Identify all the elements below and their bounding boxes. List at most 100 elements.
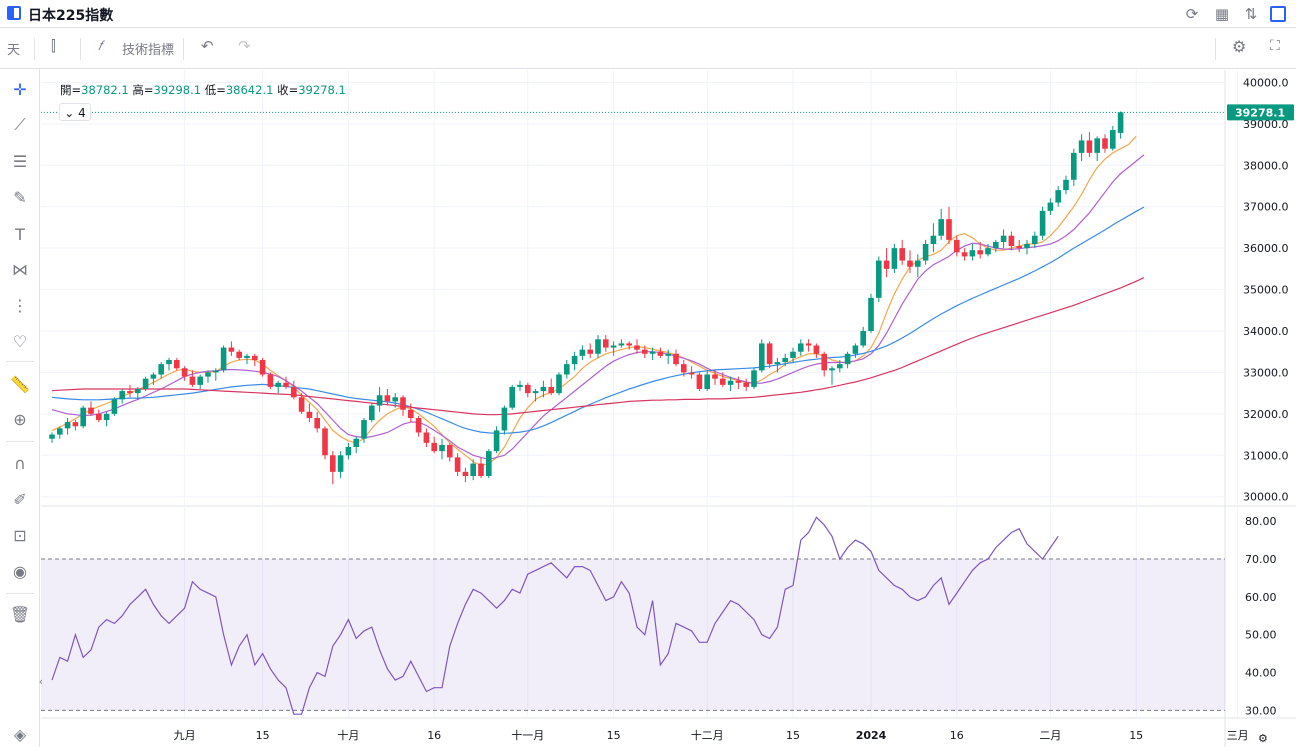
candle [174, 357, 180, 371]
last-price-marker: 39278.1 [41, 104, 1294, 121]
candle [330, 451, 336, 485]
price-tick-label: 32000.0 [1243, 408, 1289, 421]
indicator-toggle[interactable]: ⌄ 4 [59, 103, 91, 121]
moving-average-line [51, 277, 1145, 416]
candle [1047, 198, 1054, 215]
candle [618, 339, 625, 348]
layers-icon[interactable]: ◈ [13, 725, 27, 744]
candle [930, 223, 937, 253]
candle-body [314, 418, 320, 429]
candle [517, 380, 523, 392]
open-label: 開= [60, 83, 82, 97]
candle [345, 442, 352, 460]
time-tick-label: 十二月 [691, 728, 724, 742]
candle [665, 349, 671, 365]
candle-body [267, 374, 274, 387]
prediction-icon[interactable]: ⋮ [12, 296, 28, 315]
candle-body [119, 391, 125, 400]
indicators-button[interactable]: 技術指標 [122, 43, 175, 58]
candle-body [540, 386, 547, 392]
toolbar-divider [34, 38, 35, 60]
pattern-icon[interactable]: ⋈ [12, 260, 28, 279]
settings-icon[interactable]: ⚙ [1232, 37, 1247, 56]
candle-body [634, 345, 640, 350]
favorite-icon[interactable]: ♡ [12, 332, 28, 351]
candle-body [306, 411, 313, 418]
rsi-tick-label: 40.00 [1245, 667, 1277, 680]
candle [189, 370, 196, 387]
candle-body [252, 355, 258, 360]
candle [158, 362, 164, 379]
time-tick-label: 十月 [337, 728, 359, 742]
candle [119, 389, 125, 404]
candle-body [1094, 138, 1100, 153]
rsi-series [51, 516, 1059, 715]
lock-icon[interactable]: ⊡ [13, 526, 27, 545]
layout-grid-icon[interactable]: ▦ [1214, 5, 1230, 23]
drawing-toolbar: ✛ ⟋ ☰ ✎ T ⋈ ⋮ ♡ 📏 ⊕ ∩ ✐ ⊡ ◉ 🗑 ‹ ◈ [0, 69, 43, 747]
magnet-icon[interactable]: ∩ [14, 454, 26, 473]
candle-body [759, 343, 765, 371]
fx-icon[interactable]: 𝑓 [98, 39, 103, 54]
candle [915, 254, 921, 278]
candle-body [1000, 235, 1007, 242]
candle-body [891, 248, 898, 269]
candle-body [1110, 130, 1116, 149]
ruler-icon[interactable]: 📏 [10, 375, 30, 394]
candle-body [400, 397, 406, 410]
close-label: 收= [277, 83, 299, 97]
eye-icon[interactable]: ◉ [13, 562, 27, 581]
candle-body [603, 339, 609, 348]
candle-body [852, 345, 859, 354]
candle [961, 248, 968, 261]
candle-body [345, 447, 352, 456]
candle [571, 351, 578, 371]
candle [579, 345, 586, 360]
sidebar-divider [6, 361, 34, 362]
candle-body [649, 351, 656, 354]
zoom-in-icon[interactable]: ⊕ [13, 410, 27, 429]
candle-body [829, 368, 835, 371]
candle [1071, 148, 1077, 186]
refresh-icon[interactable]: ⟳ [1185, 5, 1199, 23]
candle-body [798, 343, 804, 352]
lock-drawing-icon[interactable]: ✐ [13, 490, 27, 509]
panel-toggle-icon[interactable] [1270, 6, 1286, 22]
candle-body [213, 370, 219, 373]
trash-icon[interactable]: 🗑 [9, 605, 31, 624]
candle-body [610, 345, 617, 348]
candle-body [595, 339, 601, 354]
fullscreen-icon[interactable]: ⛶ [1270, 38, 1280, 54]
high-label: 高= [132, 83, 154, 97]
price-tick-label: 31000.0 [1243, 449, 1289, 462]
candle-style-icon[interactable]: ⫿ [51, 37, 56, 55]
candle-body [1102, 138, 1108, 149]
candle-body [493, 430, 500, 452]
compare-icon[interactable]: ⇅ [1244, 5, 1258, 23]
candle-body [259, 360, 266, 375]
interval-button[interactable]: 天 [7, 43, 21, 58]
trendline-icon[interactable]: ⟋ [14, 115, 26, 134]
candle [150, 372, 157, 385]
text-icon[interactable]: T [15, 225, 25, 244]
candle [64, 418, 71, 435]
crosshair-icon[interactable]: ✛ [13, 80, 27, 99]
rsi-tick-label: 30.00 [1245, 704, 1277, 717]
brush-icon[interactable]: ✎ [13, 188, 27, 207]
collapse-sidebar-icon[interactable]: ‹ [38, 675, 44, 688]
candle-body [275, 382, 281, 387]
candle-body [805, 343, 812, 346]
fib-lines-icon[interactable]: ☰ [12, 152, 28, 171]
candle [852, 343, 859, 358]
app-logo-icon [7, 6, 21, 20]
undo-icon[interactable]: ↶ [201, 37, 214, 55]
redo-icon[interactable]: ↷ [238, 37, 251, 55]
candle [103, 411, 110, 427]
chart-settings-icon[interactable]: ⚙ [1258, 732, 1268, 745]
close-value: 39278.1 [298, 83, 346, 97]
candle-body [844, 353, 851, 365]
candle-body [532, 391, 539, 394]
candle-body [181, 368, 188, 377]
candle-body [673, 353, 679, 365]
